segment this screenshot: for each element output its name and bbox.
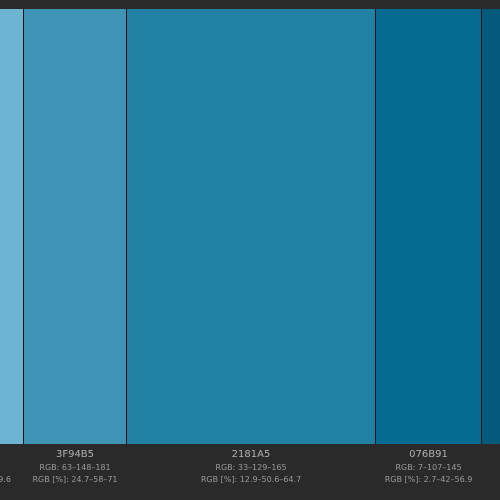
rgb-label: RGB: 63–148–181	[39, 463, 111, 472]
hex-label: 2181A5	[231, 449, 271, 460]
color-swatch	[23, 9, 127, 444]
swatch-column: 3F94B5 RGB: 63–148–181 RGB [%]: 24.7–58–71	[23, 0, 127, 500]
color-swatch	[126, 9, 376, 444]
rgb-percent-label: RGB [%]: 12.9–50.6–64.7	[200, 475, 302, 484]
swatch-column: 2181A5 RGB: 33–129–165 RGB [%]: 12.9–50.6–…	[126, 0, 376, 500]
rgb-percent-label: RGB [%]: 2.7–42–56.9	[384, 475, 473, 484]
rgb-label: RGB: 33–129–165	[215, 463, 287, 472]
color-swatch	[375, 9, 482, 444]
swatch-column: 9.6	[0, 0, 24, 500]
color-swatch	[481, 9, 500, 444]
color-swatch	[0, 9, 24, 444]
swatch-column: 076B91 RGB: 7–107–145 RGB [%]: 2.7–42–56.9	[375, 0, 482, 500]
rgb-label: RGB: 7–107–145	[395, 463, 462, 472]
swatch-column	[481, 0, 500, 500]
hex-label: 076B91	[409, 449, 448, 460]
rgb-percent-label: RGB [%]: 24.7–58–71	[32, 475, 118, 484]
hex-label: 3F94B5	[55, 449, 95, 460]
rgb-percent-label: 9.6	[0, 475, 11, 484]
